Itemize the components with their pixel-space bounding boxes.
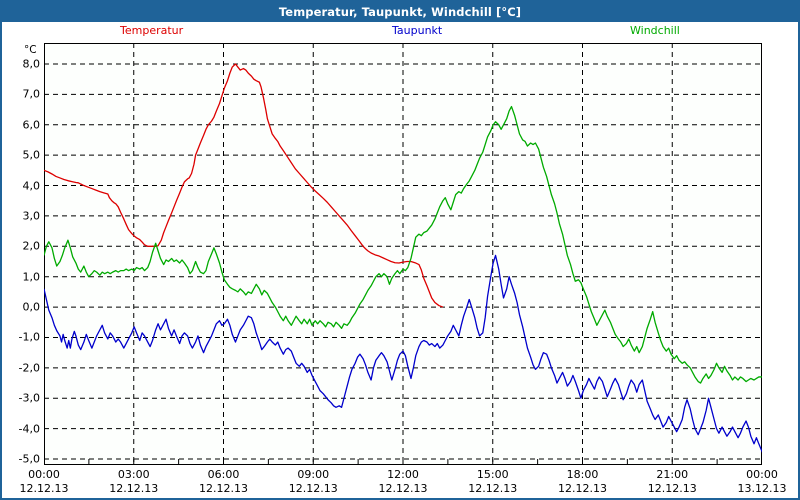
y-axis-tick-10: 1,0 — [22, 270, 41, 284]
x-axis-tick-time-8: 00:00 — [746, 468, 778, 481]
data-series-layer — [44, 63, 762, 453]
x-axis-tick-time-1: 03:00 — [117, 468, 150, 481]
y-axis-tick-30: 3,0 — [22, 209, 41, 223]
legend-item-windchill: Windchill — [630, 24, 680, 37]
legend-item-temperatur: Temperatur — [120, 24, 184, 37]
y-axis-tick-20: 2,0 — [22, 239, 41, 253]
plot-area — [44, 43, 762, 465]
grid-lines — [44, 43, 762, 465]
legend-item-taupunkt: Taupunkt — [392, 24, 443, 37]
y-axis-tick--40: -4,0 — [18, 422, 40, 436]
series-line-taupunkt — [44, 254, 762, 453]
x-axis-tick-labels: 00:00 12.12.13 03:00 12.12.13 06:00 12.12.13 0… — [2, 468, 798, 498]
y-axis-tick-50: 5,0 — [22, 148, 41, 162]
y-axis-tick--50: -5,0 — [18, 452, 40, 466]
x-axis-tick-time-0: 00:00 — [28, 468, 60, 481]
x-axis-tick-time-4: 12:00 — [387, 468, 419, 481]
page-title: Temperatur, Taupunkt, Windchill [°C] — [278, 5, 522, 19]
y-axis-tick-60: 6,0 — [22, 118, 41, 132]
series-line-temperatur — [44, 63, 444, 308]
y-axis-tick--10: -1,0 — [18, 330, 40, 344]
x-axis-tick-time-3: 09:00 — [297, 468, 330, 481]
x-axis-tick-date-4: 12.12.13 — [378, 482, 428, 495]
x-axis-tick-date-5: 12.12.13 — [468, 482, 518, 495]
y-axis-tick--20: -2,0 — [18, 361, 40, 375]
y-axis-tick-00: 0,0 — [22, 300, 41, 314]
x-axis-tick-date-7: 12.12.13 — [647, 482, 697, 495]
x-axis-tick-date-8: 13.12.13 — [737, 482, 787, 495]
y-axis-tick-labels: 8,0 7,0 6,0 5,0 4,0 3,0 2,0 1,0 0,0 -1,0 -2,0 -3,0 -… — [2, 43, 41, 466]
y-axis-tick-70: 7,0 — [22, 87, 41, 101]
y-axis-tick--30: -3,0 — [18, 391, 40, 405]
x-axis-tick-time-5: 15:00 — [476, 468, 509, 481]
chart-legend: Temperatur Taupunkt Windchill — [2, 24, 798, 40]
x-axis-tick-date-0: 12.12.13 — [19, 482, 69, 495]
x-axis-tick-time-6: 18:00 — [566, 468, 599, 481]
y-axis-unit-label: °C — [24, 44, 37, 56]
y-axis-tick-40: 4,0 — [22, 179, 41, 193]
series-line-windchill — [44, 105, 762, 384]
x-axis-tick-date-1: 12.12.13 — [109, 482, 159, 495]
x-axis-tick-date-2: 12.12.13 — [199, 482, 248, 495]
x-axis-tick-date-6: 12.12.13 — [558, 482, 607, 495]
x-axis-tick-time-7: 21:00 — [656, 468, 689, 481]
window-title-bar: Temperatur, Taupunkt, Windchill [°C] — [2, 2, 798, 22]
x-axis-tick-date-3: 12.12.13 — [288, 482, 338, 495]
y-axis-tick-80: 8,0 — [22, 57, 41, 71]
x-axis-tick-time-2: 06:00 — [207, 468, 240, 481]
